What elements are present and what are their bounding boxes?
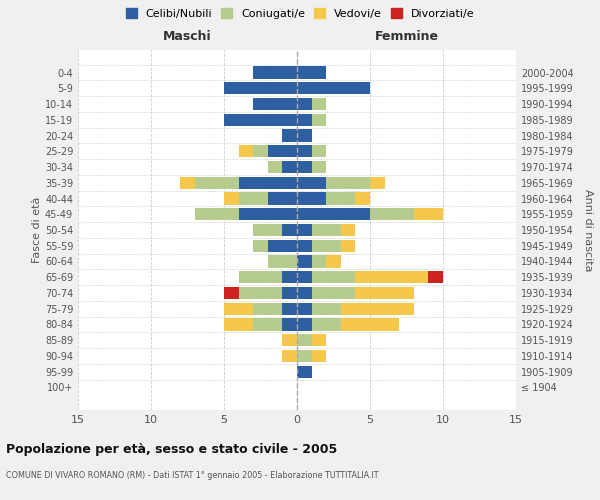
- Bar: [311, 240, 341, 252]
- Bar: [268, 256, 297, 268]
- Y-axis label: Fasce di età: Fasce di età: [32, 197, 42, 263]
- Bar: [341, 302, 414, 315]
- Bar: [311, 334, 326, 346]
- Bar: [283, 350, 297, 362]
- Bar: [297, 114, 311, 126]
- Bar: [239, 192, 268, 204]
- Bar: [341, 224, 355, 236]
- Legend: Celibi/Nubili, Coniugati/e, Vedovi/e, Divorziati/e: Celibi/Nubili, Coniugati/e, Vedovi/e, Di…: [125, 8, 475, 19]
- Bar: [297, 224, 311, 236]
- Bar: [311, 350, 326, 362]
- Bar: [311, 302, 341, 315]
- Bar: [297, 82, 370, 94]
- Bar: [297, 302, 311, 315]
- Bar: [253, 302, 283, 315]
- Bar: [311, 287, 355, 299]
- Bar: [180, 176, 195, 189]
- Y-axis label: Anni di nascita: Anni di nascita: [583, 188, 593, 271]
- Bar: [297, 366, 311, 378]
- Bar: [195, 208, 239, 220]
- Bar: [370, 208, 414, 220]
- Bar: [297, 271, 311, 283]
- Bar: [268, 161, 283, 173]
- Bar: [297, 240, 311, 252]
- Bar: [253, 145, 268, 158]
- Bar: [253, 98, 297, 110]
- Bar: [224, 287, 239, 299]
- Bar: [311, 145, 326, 158]
- Bar: [283, 318, 297, 330]
- Bar: [311, 161, 326, 173]
- Bar: [297, 176, 326, 189]
- Bar: [311, 224, 341, 236]
- Bar: [311, 98, 326, 110]
- Bar: [224, 302, 253, 315]
- Bar: [297, 130, 311, 141]
- Bar: [224, 192, 239, 204]
- Bar: [311, 114, 326, 126]
- Text: Popolazione per età, sesso e stato civile - 2005: Popolazione per età, sesso e stato civil…: [6, 442, 337, 456]
- Bar: [341, 318, 399, 330]
- Bar: [239, 208, 297, 220]
- Bar: [268, 240, 297, 252]
- Bar: [297, 334, 311, 346]
- Bar: [297, 192, 326, 204]
- Bar: [326, 176, 370, 189]
- Bar: [283, 271, 297, 283]
- Bar: [297, 318, 311, 330]
- Bar: [355, 271, 428, 283]
- Bar: [239, 287, 283, 299]
- Bar: [283, 224, 297, 236]
- Bar: [283, 302, 297, 315]
- Bar: [239, 271, 283, 283]
- Bar: [311, 271, 355, 283]
- Bar: [428, 271, 443, 283]
- Bar: [253, 224, 283, 236]
- Bar: [283, 161, 297, 173]
- Bar: [297, 66, 326, 78]
- Bar: [297, 98, 311, 110]
- Bar: [268, 192, 297, 204]
- Bar: [297, 161, 311, 173]
- Bar: [239, 176, 297, 189]
- Bar: [224, 82, 297, 94]
- Bar: [355, 192, 370, 204]
- Bar: [253, 318, 283, 330]
- Bar: [297, 145, 311, 158]
- Bar: [311, 318, 341, 330]
- Bar: [297, 256, 311, 268]
- Bar: [253, 240, 268, 252]
- Bar: [341, 240, 355, 252]
- Bar: [297, 287, 311, 299]
- Bar: [195, 176, 239, 189]
- Bar: [224, 114, 297, 126]
- Bar: [224, 318, 253, 330]
- Bar: [268, 145, 297, 158]
- Bar: [414, 208, 443, 220]
- Text: Femmine: Femmine: [374, 30, 439, 43]
- Bar: [311, 256, 326, 268]
- Bar: [326, 256, 341, 268]
- Bar: [297, 208, 370, 220]
- Text: Maschi: Maschi: [163, 30, 212, 43]
- Bar: [355, 287, 414, 299]
- Bar: [297, 350, 311, 362]
- Bar: [283, 334, 297, 346]
- Bar: [370, 176, 385, 189]
- Bar: [253, 66, 297, 78]
- Text: COMUNE DI VIVARO ROMANO (RM) - Dati ISTAT 1° gennaio 2005 - Elaborazione TUTTITA: COMUNE DI VIVARO ROMANO (RM) - Dati ISTA…: [6, 471, 379, 480]
- Bar: [326, 192, 355, 204]
- Bar: [239, 145, 253, 158]
- Bar: [283, 287, 297, 299]
- Bar: [283, 130, 297, 141]
